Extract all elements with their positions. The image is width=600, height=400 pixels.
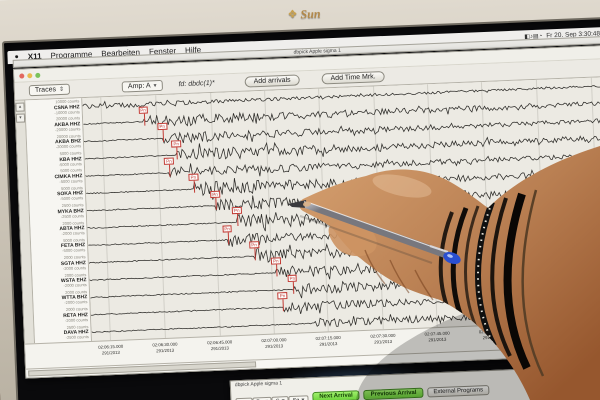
fingernail bbox=[303, 201, 311, 207]
trace-cimka-hhz bbox=[85, 153, 600, 178]
trace-akba-bhz bbox=[83, 117, 600, 145]
finger-crease-2 bbox=[389, 259, 410, 294]
pen-tip-icon bbox=[288, 200, 307, 208]
finger-crease-3 bbox=[414, 269, 434, 301]
pen bbox=[288, 200, 461, 265]
beaded-band bbox=[477, 201, 495, 347]
knuckle-sheen bbox=[372, 174, 432, 198]
pen-cap-glint bbox=[447, 254, 453, 258]
pen-shadow bbox=[299, 215, 433, 264]
pen-clip bbox=[429, 245, 449, 253]
trace-akba-hhz bbox=[83, 100, 600, 129]
pen-highlight bbox=[309, 202, 445, 252]
trace-kba-hhz bbox=[84, 134, 600, 160]
hand-silhouette bbox=[299, 146, 600, 400]
finger-crease-1 bbox=[364, 249, 386, 285]
trace-csna-hhz bbox=[82, 84, 600, 109]
pen-body bbox=[304, 201, 450, 260]
